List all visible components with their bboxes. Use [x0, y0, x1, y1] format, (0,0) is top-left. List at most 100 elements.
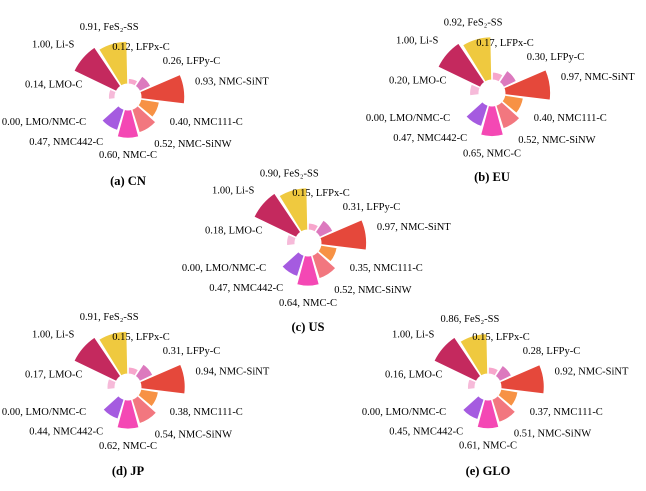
- segment-label-jp-NMC-SiNT: 0.94, NMC-SiNT: [196, 366, 270, 377]
- segment-label-jp-NMC111-C: 0.38, NMC111-C: [170, 407, 243, 418]
- rose-chart-glo: 0.15, LFPx-C 0.28, LFPy-C 0.92, NMC-SiNT 0.…: [362, 314, 629, 478]
- chart-center-hole: [116, 375, 140, 399]
- segment-label-us-NMC-SiNT: 0.97, NMC-SiNT: [377, 222, 451, 233]
- segment-label-cn-LFPx-C: 0.12, LFPx-C: [112, 42, 169, 53]
- rose-chart-eu: 0.17, LFPx-C 0.30, LFPy-C 0.97, NMC-SiNT 0.…: [366, 18, 635, 185]
- wedge-NMC-C: [296, 254, 320, 287]
- chart-caption-glo: (e) GLO: [466, 464, 511, 478]
- wedge-NMC442-C: [101, 105, 125, 132]
- wedge-NMC111-C: [137, 98, 160, 119]
- segment-label-cn-NMC-SiNT: 0.93, NMC-SiNT: [195, 76, 269, 87]
- wedge-Li-S: [73, 336, 122, 383]
- segment-label-us-FeS₂-SS: 0.90, FeS₂-SS: [260, 168, 319, 179]
- wedge-Li-S: [253, 192, 302, 239]
- wedge-NMC-SiNT: [499, 364, 545, 395]
- chart-center-hole: [116, 85, 140, 109]
- wedge-NMC-SiNW: [311, 251, 337, 280]
- segment-label-us-LFPx-C: 0.15, LFPx-C: [292, 188, 349, 199]
- segment-label-jp-NMC442-C: 0.44, NMC442-C: [29, 427, 103, 438]
- wedge-NMC-C: [479, 104, 505, 137]
- wedge-LFPy-C: [134, 363, 154, 383]
- wedge-NMC-SiNT: [503, 69, 552, 101]
- wedge-LFPx-C: [491, 71, 504, 83]
- segment-label-glo-NMC-SiNW: 0.51, NMC-SiNW: [514, 428, 591, 439]
- segment-label-jp-LFPx-C: 0.15, LFPx-C: [112, 332, 169, 343]
- wedge-NMC-SiNT: [139, 363, 186, 395]
- wedge-LMO-C: [107, 88, 117, 100]
- chart-caption-jp: (d) JP: [112, 464, 145, 478]
- wedge-FeS₂-SS: [98, 330, 129, 377]
- segment-label-us-Li-S: 1.00, Li-S: [212, 186, 254, 197]
- wedge-NMC111-C: [137, 388, 160, 408]
- chart-caption-eu: (b) EU: [474, 170, 510, 184]
- wedge-NMC442-C: [281, 251, 305, 278]
- segment-label-jp-LMO/NMC-C: 0.00, LMO/NMC-C: [2, 407, 86, 418]
- wedge-NMC-SiNT: [319, 219, 368, 251]
- segment-label-eu-Li-S: 1.00, Li-S: [396, 36, 438, 47]
- wedge-NMC111-C: [317, 244, 338, 263]
- segment-label-jp-NMC-C: 0.62, NMC-C: [99, 441, 157, 452]
- segment-label-glo-LMO/NMC-C: 0.00, LMO/NMC-C: [362, 407, 446, 418]
- wedge-NMC442-C: [465, 101, 489, 128]
- segment-label-glo-Li-S: 1.00, Li-S: [392, 330, 434, 341]
- segment-label-jp-LFPy-C: 0.31, LFPy-C: [163, 346, 220, 357]
- segment-label-glo-NMC-SiNT: 0.92, NMC-SiNT: [555, 366, 629, 377]
- segment-label-us-NMC-C: 0.64, NMC-C: [279, 298, 337, 309]
- segment-label-eu-NMC-C: 0.65, NMC-C: [463, 149, 521, 160]
- segment-label-jp-LMO-C: 0.17, LMO-C: [25, 370, 82, 381]
- wedge-NMC-SiNW: [131, 105, 157, 134]
- wedge-LFPx-C: [127, 366, 140, 377]
- wedge-LFPx-C: [127, 77, 139, 87]
- segment-label-glo-NMC-C: 0.61, NMC-C: [459, 441, 517, 452]
- wedge-FeS₂-SS: [278, 187, 309, 233]
- segment-label-glo-FeS₂-SS: 0.86, FeS₂-SS: [440, 314, 499, 325]
- wedge-NMC-C: [476, 398, 500, 430]
- wedge-FeS₂-SS: [461, 36, 493, 83]
- segment-label-eu-NMC-SiNT: 0.97, NMC-SiNT: [561, 72, 635, 83]
- wedge-NMC-SiNT: [139, 73, 186, 105]
- chart-center-hole: [476, 375, 500, 399]
- wedge-Li-S: [437, 42, 486, 89]
- wedge-NMC-C: [116, 398, 140, 430]
- chart-center-hole: [296, 231, 320, 255]
- chart-caption-us: (c) US: [292, 320, 325, 334]
- wedge-LFPy-C: [498, 69, 518, 89]
- wedge-LFPy-C: [134, 75, 152, 93]
- wedge-NMC-C: [116, 108, 140, 139]
- segment-label-glo-NMC111-C: 0.37, NMC111-C: [530, 407, 603, 418]
- segment-label-glo-LMO-C: 0.16, LMO-C: [385, 370, 442, 381]
- segment-label-jp-NMC-SiNW: 0.54, NMC-SiNW: [155, 430, 232, 441]
- segment-label-us-NMC111-C: 0.35, NMC111-C: [350, 263, 423, 274]
- wedge-LFPx-C: [487, 366, 500, 377]
- segment-label-cn-Li-S: 1.00, Li-S: [32, 40, 74, 51]
- segment-label-glo-LFPx-C: 0.15, LFPx-C: [472, 332, 529, 343]
- chart-caption-cn: (a) CN: [110, 174, 146, 188]
- wedge-NMC442-C: [102, 395, 125, 420]
- wedge-NMC-SiNW: [491, 395, 517, 423]
- rose-chart-us: 0.15, LFPx-C 0.31, LFPy-C 0.97, NMC-SiNT 0.…: [182, 168, 451, 334]
- rose-chart-jp: 0.15, LFPx-C 0.31, LFPy-C 0.94, NMC-SiNT 0.…: [2, 312, 270, 478]
- segment-label-eu-FeS₂-SS: 0.92, FeS₂-SS: [444, 18, 503, 29]
- segment-label-jp-FeS₂-SS: 0.91, FeS₂-SS: [80, 312, 139, 323]
- wedge-NMC111-C: [501, 94, 524, 115]
- segment-label-us-LMO/NMC-C: 0.00, LMO/NMC-C: [182, 263, 266, 274]
- wedge-LMO-C: [106, 378, 117, 391]
- wedge-FeS₂-SS: [459, 333, 489, 377]
- wedge-NMC442-C: [461, 395, 485, 421]
- segment-label-cn-NMC442-C: 0.47, NMC442-C: [29, 137, 103, 148]
- wedge-LFPx-C: [307, 222, 320, 233]
- wedge-LFPy-C: [494, 364, 513, 383]
- wedge-LFPy-C: [314, 219, 334, 239]
- segment-label-us-NMC442-C: 0.47, NMC442-C: [209, 283, 283, 294]
- segment-label-glo-LFPy-C: 0.28, LFPy-C: [523, 346, 580, 357]
- wedge-FeS₂-SS: [98, 40, 129, 87]
- segment-label-cn-FeS₂-SS: 0.91, FeS₂-SS: [80, 22, 139, 33]
- wedge-NMC-SiNW: [495, 101, 521, 130]
- segment-label-cn-LMO-C: 0.14, LMO-C: [25, 80, 82, 91]
- segment-label-cn-LMO/NMC-C: 0.00, LMO/NMC-C: [2, 117, 86, 128]
- segment-label-eu-LMO-C: 0.20, LMO-C: [389, 76, 446, 87]
- wedge-LMO-C: [466, 378, 477, 391]
- segment-label-cn-NMC-SiNW: 0.52, NMC-SiNW: [154, 139, 231, 150]
- wedge-Li-S: [433, 336, 482, 383]
- rose-chart-cn: 0.12, LFPx-C 0.26, LFPy-C 0.93, NMC-SiNT 0.…: [2, 22, 269, 188]
